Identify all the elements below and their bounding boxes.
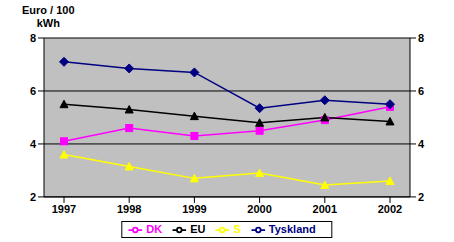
svg-text:2000: 2000 bbox=[247, 203, 271, 215]
svg-text:6: 6 bbox=[418, 85, 424, 97]
svg-text:2: 2 bbox=[418, 191, 424, 203]
svg-text:4: 4 bbox=[30, 138, 37, 150]
html-text:DK: DK bbox=[146, 222, 163, 235]
svg-text:2001: 2001 bbox=[313, 203, 337, 215]
svg-text:1997: 1997 bbox=[52, 203, 76, 215]
html-text:Tyskland: Tyskland bbox=[268, 222, 316, 235]
svg-text:2: 2 bbox=[30, 191, 36, 203]
svg-text:1998: 1998 bbox=[117, 203, 141, 215]
html-text:S: S bbox=[233, 222, 241, 235]
svg-text:6: 6 bbox=[30, 85, 36, 97]
html-text:Euro / 100: Euro / 100 bbox=[22, 4, 75, 16]
html-text:kWh: kWh bbox=[36, 17, 60, 29]
svg-text:2002: 2002 bbox=[378, 203, 402, 215]
svg-text:8: 8 bbox=[30, 32, 36, 44]
html-text:EU: EU bbox=[190, 222, 206, 235]
svg-text:1999: 1999 bbox=[182, 203, 206, 215]
svg-text:8: 8 bbox=[418, 32, 424, 44]
svg-text:4: 4 bbox=[418, 138, 425, 150]
